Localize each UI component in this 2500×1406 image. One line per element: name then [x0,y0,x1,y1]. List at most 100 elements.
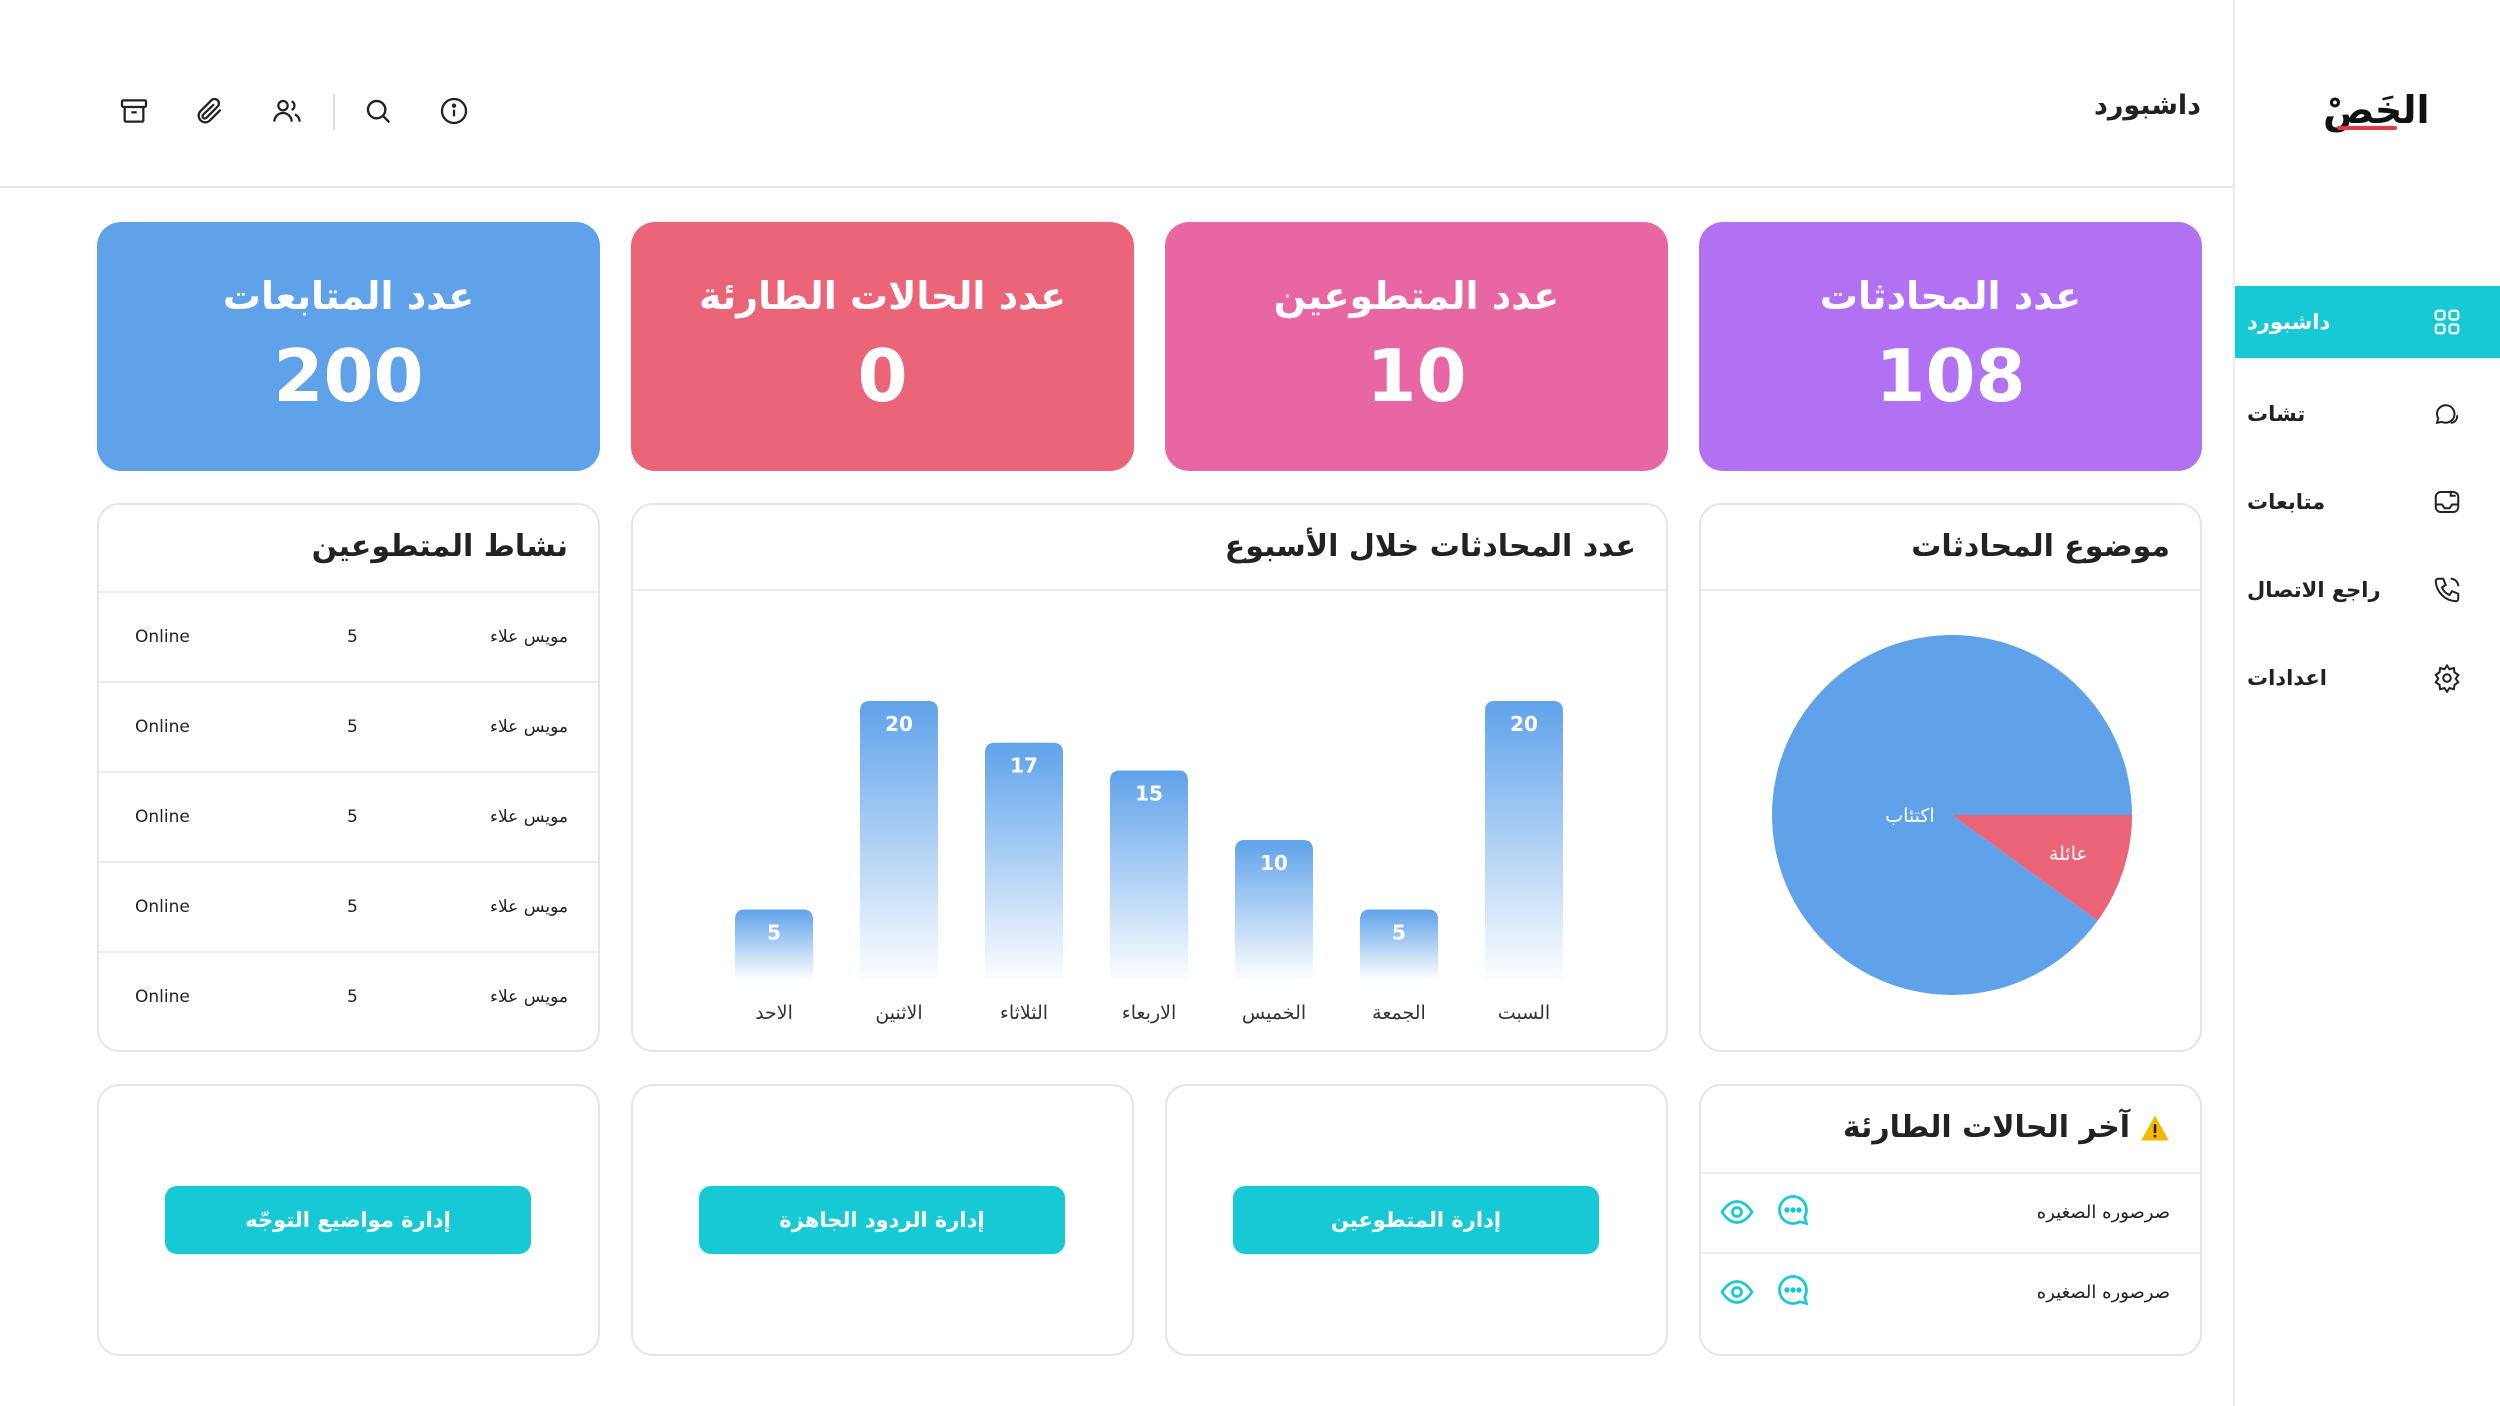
brand-logo[interactable]: الخَصْ [2323,80,2430,140]
paperclip-icon[interactable] [191,92,229,130]
bar-value-label: 20 [1510,712,1538,736]
action-panel-replies: إدارة الردود الجاهزة [631,1084,1134,1356]
bar-value-label: 15 [1135,782,1163,806]
panel-divider [633,589,1666,591]
warning-icon [2141,1115,2169,1140]
bar[interactable] [1235,840,1313,979]
pie-label: عائلة [2049,843,2088,865]
bar[interactable] [735,909,813,980]
volunteer-name: مويس علاء [490,987,568,1007]
stat-card-volunteers: عدد المتطوعين 10 [1165,222,1668,471]
category-label: الثلاثاء [1000,1002,1048,1024]
volunteer-count: 5 [347,807,358,827]
sidebar-item-dashboard[interactable]: داشبورد [2235,286,2500,358]
weekly-chart-panel: عدد المحادثات خلال الأسبوع 5 الاحد 20 الاثن… [631,503,1668,1052]
volunteer-name: مويس علاء [490,807,568,827]
search-icon[interactable] [359,92,397,130]
panel-title-wrap: آخر الحالات الطارئة [1843,1110,2170,1145]
chat-bubble-icon[interactable] [1775,1192,1811,1228]
bar[interactable] [1360,909,1438,980]
bar-value-label: 17 [1010,754,1038,778]
sidebar-item-label: داشبورد [2247,310,2331,334]
bar-value-label: 10 [1260,851,1288,875]
volunteer-count: 5 [347,987,358,1007]
sidebar-item-settings[interactable]: اعدادات [2235,642,2500,714]
volunteer-count: 5 [347,897,358,917]
stat-value: 108 [1875,334,2026,418]
manage-volunteers-button[interactable]: إدارة المتطوعين [1233,1186,1599,1254]
emergency-name: صرصوره الصغيره [2036,1202,2170,1223]
table-row[interactable]: مويس علاء 5 Online [99,591,598,681]
sidebar-item-chat[interactable]: تشات [2235,378,2500,450]
panel-title: عدد المحادثات خلال الأسبوع [1224,529,1636,564]
bar[interactable] [860,701,938,979]
volunteer-status: Online [135,987,190,1007]
sidebar-item-label: تشات [2247,402,2306,426]
header-divider [333,94,335,130]
action-panel-topics: إدارة مواضيع التوجّه [97,1084,600,1356]
info-icon[interactable] [435,92,473,130]
weekly-bar-chart: 5 الاحد 20 الاثنين 17 الثلاثاء 15 الاربعاء 10 الخ… [735,701,1563,1024]
bar-value-label: 5 [1392,921,1406,945]
gear-icon [2434,663,2460,693]
bar-value-label: 5 [767,921,781,945]
volunteer-name: مويس علاء [490,897,568,917]
topics-pie-chart: اكتئاب عائلة [1772,634,2132,995]
bar-value-label: 20 [885,712,913,736]
volunteer-name: مويس علاء [490,627,568,647]
logo-underline [2337,126,2397,130]
stat-label: عدد المتابعات [222,274,475,318]
topics-pie-panel: موضوع المحادثات اكتئاب عائلة [1699,503,2202,1052]
table-row[interactable]: مويس علاء 5 Online [99,771,598,861]
category-label: الجمعة [1372,1002,1426,1024]
volunteers-panel: نشاط المتطوعين مويس علاء 5 Online مويس ع… [97,503,600,1052]
category-label: السبت [1498,1002,1550,1024]
sidebar-item-callback[interactable]: راجع الاتصال [2235,554,2500,626]
list-item[interactable]: صرصوره الصغيره [1701,1252,2200,1332]
stat-value: 200 [273,334,424,418]
manage-replies-button[interactable]: إدارة الردود الجاهزة [699,1186,1065,1254]
bar[interactable] [985,742,1063,979]
stat-label: عدد المتطوعين [1273,274,1560,318]
chat-icon [2435,404,2459,425]
volunteer-status: Online [135,627,190,647]
volunteer-name: مويس علاء [490,717,568,737]
category-label: الخميس [1242,1002,1306,1024]
volunteer-status: Online [135,807,190,827]
pie-label: اكتئاب [1885,805,1934,827]
stat-value: 0 [857,334,908,418]
manage-topics-button[interactable]: إدارة مواضيع التوجّه [165,1186,531,1254]
sidebar-item-label: اعدادات [2247,666,2327,690]
bar[interactable] [1485,701,1563,979]
sidebar-item-followups[interactable]: متابعات [2235,466,2500,538]
table-row[interactable]: مويس علاء 5 Online [99,681,598,771]
pie-slice[interactable] [1772,634,2132,995]
volunteer-count: 5 [347,717,358,737]
eye-icon[interactable] [1719,1194,1755,1230]
category-label: الاحد [755,1002,793,1024]
table-row[interactable]: مويس علاء 5 Online [99,951,598,1041]
eye-icon[interactable] [1719,1274,1755,1310]
stat-label: عدد الحالات الطارئة [698,274,1067,318]
volunteer-status: Online [135,897,190,917]
pie-slice[interactable] [1952,815,2132,921]
users-icon[interactable] [268,92,306,130]
stat-card-conversations: عدد المحادثات 108 [1699,222,2202,471]
phone-icon [2434,577,2460,603]
table-row[interactable]: مويس علاء 5 Online [99,861,598,951]
bar[interactable] [1110,770,1188,980]
emergencies-title: آخر الحالات الطارئة [1842,1110,2130,1145]
chat-bubble-icon[interactable] [1775,1272,1811,1308]
volunteer-status: Online [135,717,190,737]
top-header: داشبورد [0,0,2233,188]
sidebar-item-label: متابعات [2247,490,2326,514]
followup-icon [2434,490,2460,513]
sidebar-item-label: راجع الاتصال [2247,578,2381,602]
volunteer-count: 5 [347,627,358,647]
panel-divider [1701,589,2200,591]
panel-title: نشاط المتطوعين [311,529,568,564]
category-label: الاربعاء [1122,1002,1176,1024]
archive-icon[interactable] [115,92,153,130]
stat-label: عدد المحادثات [1819,274,2082,318]
list-item[interactable]: صرصوره الصغيره [1701,1172,2200,1252]
